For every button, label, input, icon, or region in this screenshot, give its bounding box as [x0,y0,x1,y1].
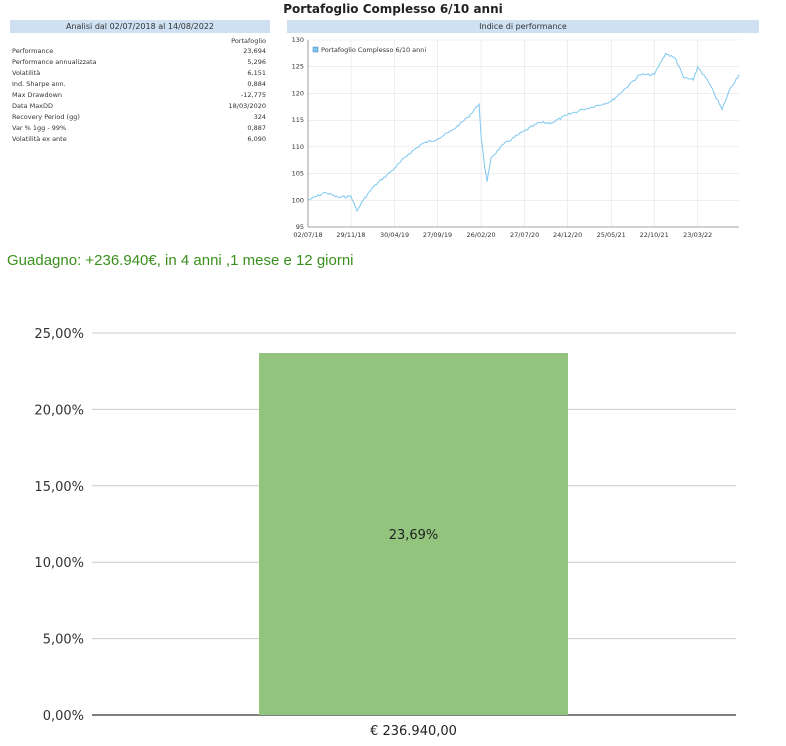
analysis-period-header: Analisi dal 02/07/2018 al 14/08/2022 [10,20,270,33]
bar-data-label: 23,69% [389,528,439,543]
performance-index-header: Indice di performance [287,20,759,33]
stats-label: Performance [12,47,54,55]
x-tick-label: 23/03/22 [683,231,712,239]
stats-label: Ind. Sharpe ann. [12,80,66,88]
stats-row: Max Drawdown -12,775 [12,90,266,101]
stats-table: Portafoglio Performance 23,694 Performance… [12,36,266,145]
stats-value: 5,296 [247,58,266,66]
stats-value: 0,884 [247,80,266,88]
x-tick-label: 24/12/20 [553,231,582,239]
stats-column-header: Portafoglio [231,37,266,45]
y-tick-label: 95 [296,223,304,231]
stats-row: Ind. Sharpe ann. 0,884 [12,79,266,90]
bar [259,353,568,715]
stats-value: 324 [253,113,266,121]
stats-row: Volatilità 6,151 [12,68,266,79]
gain-summary: Guadagno: +236.940€, in 4 anni ,1 mese e… [7,252,354,269]
stats-label: Data MaxDD [12,102,54,110]
y-tick-label: 130 [292,36,304,44]
x-tick-label: 27/07/20 [510,231,539,239]
y-tick-label: 120 [292,89,304,97]
stats-row: Var % 1gg - 99% 0,887 [12,123,266,134]
stats-value: 18/03/2020 [228,102,266,110]
page-title: Portafoglio Complesso 6/10 anni [283,2,503,16]
x-tick-label: 25/05/21 [597,231,626,239]
y-tick-label: 20,00% [34,403,84,418]
x-tick-label: 02/07/18 [293,231,322,239]
series-line [307,52,740,213]
x-tick-label: 27/09/19 [423,231,452,239]
stats-label: Recovery Period (gg) [12,113,80,121]
gain-bar-chart: 0,00% 5,00% 10,00% 15,00% 20,00% 25,00% 23,69%… [34,327,736,739]
legend-swatch [312,46,319,53]
y-tick-label: 125 [292,63,304,71]
y-tick-label: 105 [292,170,304,178]
y-tick-label: 0,00% [43,709,84,724]
stats-label: Volatilità ex ante [12,135,67,143]
stats-value: -12,775 [240,91,266,99]
stats-row: Volatilità ex ante 6,090 [12,134,266,145]
stats-label: Var % 1gg - 99% [12,124,67,132]
x-tick-label: 29/11/18 [336,231,365,239]
x-tick-label: 22/10/21 [640,231,669,239]
legend-label: Portafoglio Complesso 6/10 anni [321,46,426,54]
stats-value: 23,694 [243,47,266,55]
y-tick-label: 110 [292,143,304,151]
y-tick-label: 15,00% [34,480,84,495]
stats-row: Performance 23,694 [12,46,266,57]
stats-row: Performance annualizzata 5,296 [12,57,266,68]
stats-value: 6,151 [247,69,266,77]
y-tick-label: 5,00% [43,633,84,648]
stats-row: Data MaxDD 18/03/2020 [12,101,266,112]
stats-value: 6,090 [247,135,266,143]
x-tick-label: 30/04/19 [380,231,409,239]
y-tick-label: 25,00% [34,327,84,342]
stats-label: Volatilità [12,69,41,77]
stats-label: Max Drawdown [12,91,63,99]
stats-value: 0,887 [247,124,266,132]
x-category-label: € 236.940,00 [370,724,457,739]
stats-label: Performance annualizzata [12,58,97,66]
performance-line-chart: 95 100 105 110 115 120 125 130 02/07/18 29/11/18 3… [292,36,740,239]
y-tick-label: 10,00% [34,556,84,571]
y-tick-label: 115 [292,116,304,124]
y-tick-label: 100 [292,196,304,204]
x-tick-label: 26/02/20 [466,231,495,239]
stats-row: Recovery Period (gg) 324 [12,112,266,123]
